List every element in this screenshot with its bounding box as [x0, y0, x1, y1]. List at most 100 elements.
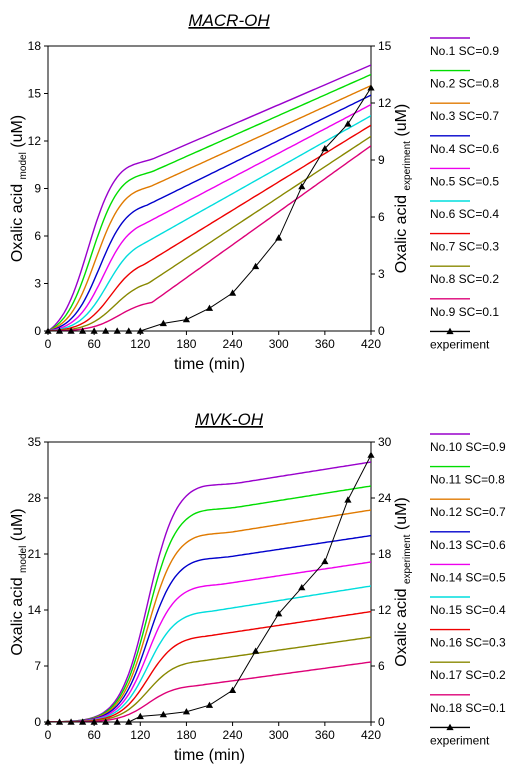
legend-label: No.7 SC=0.3 — [430, 240, 499, 254]
legend-label: No.6 SC=0.4 — [430, 207, 499, 221]
y-left-label-main: Oxalic acid — [9, 179, 26, 262]
experiment-point — [367, 84, 375, 91]
x-tick-label: 120 — [130, 337, 150, 351]
y-left-tick-label: 18 — [28, 39, 42, 53]
experiment-point — [367, 451, 375, 458]
x-axis-label: time (min) — [174, 356, 245, 373]
y-left-tick-label: 6 — [34, 229, 41, 243]
x-tick-label: 60 — [87, 728, 101, 742]
legend-label: No.3 SC=0.7 — [430, 109, 499, 123]
y-right-label-main: Oxalic acid — [393, 584, 410, 667]
x-tick-label: 360 — [315, 728, 335, 742]
legend-marker — [446, 723, 454, 731]
y-right-tick-label: 12 — [378, 603, 392, 617]
legend-label: No.11 SC=0.8 — [430, 473, 505, 487]
x-tick-label: 120 — [130, 728, 150, 742]
experiment-point — [182, 316, 191, 323]
x-tick-label: 240 — [223, 337, 243, 351]
legend-label: No.17 SC=0.2 — [430, 668, 506, 682]
series-line-6 — [48, 115, 371, 331]
series-line-7 — [48, 124, 371, 331]
experiment-point — [67, 718, 75, 725]
experiment-point — [136, 327, 144, 334]
series-line-8 — [48, 636, 371, 722]
y-right-tick-label: 6 — [378, 659, 385, 673]
series-line-1 — [48, 64, 371, 331]
experiment-point — [228, 289, 237, 296]
experiment-line — [48, 454, 372, 723]
series-line-9 — [48, 145, 371, 331]
experiment-point — [321, 557, 329, 565]
legend-label: No.18 SC=0.1 — [430, 701, 506, 715]
experiment-point — [344, 496, 352, 503]
experiment-point — [102, 718, 110, 725]
x-tick-label: 420 — [361, 728, 381, 742]
experiment-point — [55, 327, 64, 334]
legend-label: No.1 SC=0.9 — [430, 44, 499, 58]
legend-label: No.15 SC=0.4 — [430, 603, 506, 617]
legend-label: No.10 SC=0.9 — [430, 440, 506, 454]
series-line-4 — [48, 534, 371, 722]
experiment-point — [159, 710, 167, 718]
y-left-tick-label: 7 — [34, 659, 41, 673]
x-tick-label: 0 — [45, 337, 52, 351]
y-left-tick-label: 35 — [28, 435, 42, 449]
legend-label: No.2 SC=0.8 — [430, 77, 499, 91]
series-line-6 — [48, 585, 371, 722]
legend-label: experiment — [430, 337, 490, 351]
x-tick-label: 300 — [269, 337, 289, 351]
x-axis-label: time (min) — [174, 747, 245, 764]
experiment-point — [275, 610, 283, 617]
y-right-tick-label: 24 — [378, 491, 392, 505]
experiment-point — [182, 708, 191, 715]
series-line-2 — [48, 73, 371, 331]
chart-title: MVK-OH — [195, 410, 264, 429]
experiment-point — [321, 145, 329, 152]
series-line-5 — [48, 103, 371, 331]
chart-macr-oh: MACR-OH0 60 120 180 240 300 360 420036912151803… — [9, 11, 499, 373]
y-left-tick-label: 3 — [34, 277, 41, 291]
experiment-point — [79, 718, 87, 725]
legend-label: No.14 SC=0.5 — [430, 570, 506, 584]
experiment-point — [44, 327, 52, 334]
y-left-tick-label: 28 — [28, 491, 42, 505]
y-left-tick-label: 21 — [28, 547, 42, 561]
experiment-point — [159, 319, 167, 327]
legend-label: No.16 SC=0.3 — [430, 636, 506, 650]
y-right-label-sub: experiment — [402, 141, 413, 191]
plot-area — [48, 64, 371, 331]
series-line-7 — [48, 610, 371, 722]
y-right-tick-label: 15 — [378, 39, 392, 53]
series-line-3 — [48, 509, 371, 722]
x-tick-label: 60 — [87, 337, 101, 351]
y-right-label-sub: experiment — [402, 534, 413, 584]
series-line-4 — [48, 94, 371, 331]
y-right-tick-label: 3 — [378, 267, 385, 281]
y-right-tick-label: 6 — [378, 210, 385, 224]
y-right-label-unit: (uM) — [393, 497, 410, 534]
y-left-axis-label: Oxalic acid model (uM) — [9, 508, 29, 655]
x-tick-label: 420 — [361, 337, 381, 351]
x-tick-label: 0 — [45, 728, 52, 742]
experiment-point — [298, 584, 306, 591]
y-left-tick-label: 0 — [34, 715, 41, 729]
y-left-axis-label: Oxalic acid model (uM) — [9, 115, 29, 262]
experiment-point — [136, 712, 144, 720]
legend-label: No.12 SC=0.7 — [430, 505, 506, 519]
legend-label: experiment — [430, 733, 490, 747]
y-left-tick-label: 15 — [28, 87, 42, 101]
experiment-point — [55, 718, 64, 725]
experiment-point — [125, 327, 133, 334]
series-line-5 — [48, 561, 371, 722]
series-line-2 — [48, 485, 371, 722]
plot-area — [48, 461, 371, 722]
y-right-label-unit: (uM) — [393, 104, 410, 141]
legend-label: No.5 SC=0.5 — [430, 174, 499, 188]
plot-frame — [47, 441, 372, 723]
series-line-9 — [48, 661, 371, 722]
y-left-tick-label: 0 — [34, 324, 41, 338]
experiment-point — [90, 327, 98, 334]
y-right-label-main: Oxalic acid — [393, 191, 410, 274]
series-line-8 — [48, 135, 371, 331]
